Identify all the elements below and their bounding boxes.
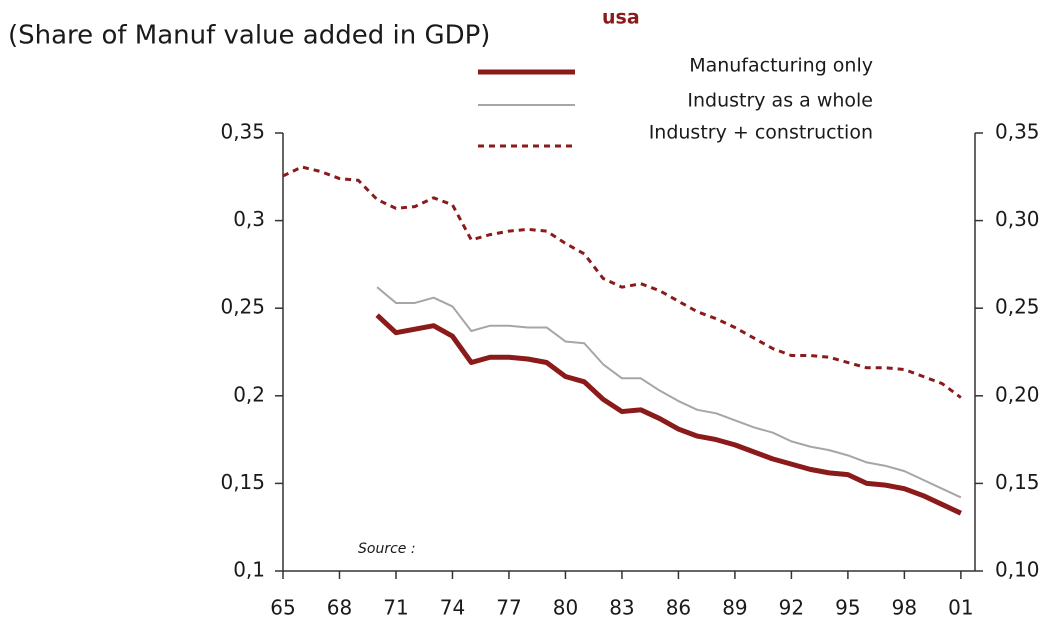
y2-tick-label: 0,15 (995, 470, 1040, 494)
x-tick-label: 98 (892, 596, 917, 620)
y-tick-label: 0,1 (233, 558, 265, 582)
y-tick-label: 0,2 (233, 382, 265, 406)
y2-tick-label: 0,25 (995, 295, 1040, 319)
x-tick-label: 95 (835, 596, 860, 620)
y-tick-label: 0,25 (220, 295, 265, 319)
x-tick-label: 86 (666, 596, 691, 620)
y2-tick-label: 0,30 (995, 207, 1040, 231)
series-line (282, 165, 962, 399)
x-tick-label: 80 (553, 596, 578, 620)
chart-subtitle: usa (602, 7, 640, 29)
y2-tick-label: 0,20 (995, 382, 1040, 406)
x-tick-label: 89 (722, 596, 747, 620)
y-tick-label: 0,15 (220, 470, 265, 494)
legend-label: Industry + construction (649, 122, 873, 144)
x-tick-label: 71 (383, 596, 408, 620)
chart-title: (Share of Manuf value added in GDP) (8, 21, 490, 51)
x-tick-label: 92 (779, 596, 804, 620)
legend-label: Industry as a whole (687, 90, 873, 112)
y-tick-label: 0,35 (220, 120, 265, 144)
x-tick-label: 77 (496, 596, 521, 620)
x-tick-label: 74 (440, 596, 465, 620)
x-tick-label: 01 (948, 596, 973, 620)
legend-label: Manufacturing only (689, 55, 873, 77)
series-line (375, 313, 962, 516)
x-tick-label: 65 (270, 596, 295, 620)
y2-tick-label: 0,10 (995, 558, 1040, 582)
source-note: Source : (358, 541, 416, 557)
x-tick-label: 68 (327, 596, 352, 620)
y2-tick-label: 0,35 (995, 120, 1040, 144)
y-tick-label: 0,3 (233, 207, 265, 231)
series-line (376, 286, 962, 499)
x-tick-label: 83 (609, 596, 634, 620)
